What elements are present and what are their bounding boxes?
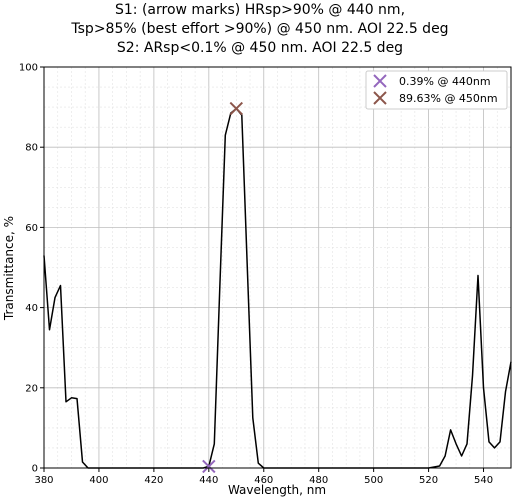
legend-label-1: 0.39% @ 440nm — [399, 75, 491, 88]
series-layer — [43, 107, 512, 469]
data-marker-1-stroke — [202, 459, 216, 474]
x-tick-label: 440 — [199, 475, 218, 486]
legend-label-2: 89.63% @ 450nm — [399, 92, 498, 105]
plot-frame — [43, 66, 512, 469]
x-tick-label: 400 — [89, 475, 108, 486]
legend-box — [365, 70, 508, 110]
legend-marker-1-stroke — [373, 74, 387, 88]
marker-layer — [202, 101, 244, 474]
y-tick-label: 20 — [25, 383, 38, 394]
data-marker-2 — [229, 101, 244, 116]
grid-lines — [43, 66, 512, 469]
x-tick-label: 480 — [309, 475, 328, 486]
y-tick-label: 80 — [25, 143, 38, 154]
x-tick-label: 380 — [34, 475, 53, 486]
chart-title-line-1: S1: (arrow marks) HRsp>90% @ 440 nm, — [115, 2, 405, 18]
y-axis-label: Transmittance, % — [2, 216, 16, 321]
legend-marker-2-stroke — [373, 91, 387, 105]
legend-marker-2 — [373, 91, 387, 105]
x-axis-label: Wavelength, nm — [228, 483, 326, 497]
x-tick-label: 500 — [364, 475, 383, 486]
x-tick-label: 520 — [419, 475, 438, 486]
x-tick-label: 420 — [144, 475, 163, 486]
transmittance-line — [43, 107, 512, 469]
legend-marker-1 — [373, 74, 387, 88]
x-axis-ticks: 380 400 420 440 460 480 500 520 540 — [34, 468, 493, 486]
x-tick-label: 460 — [254, 475, 273, 486]
legend: 0.39% @ 440nm 89.63% @ 450nm — [365, 70, 508, 110]
x-tick-label: 540 — [474, 475, 493, 486]
chart-title-line-2: Tsp>85% (best effort >90%) @ 450 nm. AOI… — [70, 21, 448, 37]
y-axis-ticks: 0 20 40 60 80 100 — [19, 63, 44, 475]
y-tick-label: 60 — [25, 223, 38, 234]
chart-title-line-3: S2: ARsp<0.1% @ 450 nm. AOI 22.5 deg — [117, 40, 403, 56]
y-tick-label: 40 — [25, 303, 38, 314]
data-marker-1 — [202, 459, 216, 474]
y-tick-label: 0 — [32, 464, 38, 475]
y-tick-label: 100 — [19, 63, 38, 74]
data-marker-2-stroke — [229, 101, 244, 116]
